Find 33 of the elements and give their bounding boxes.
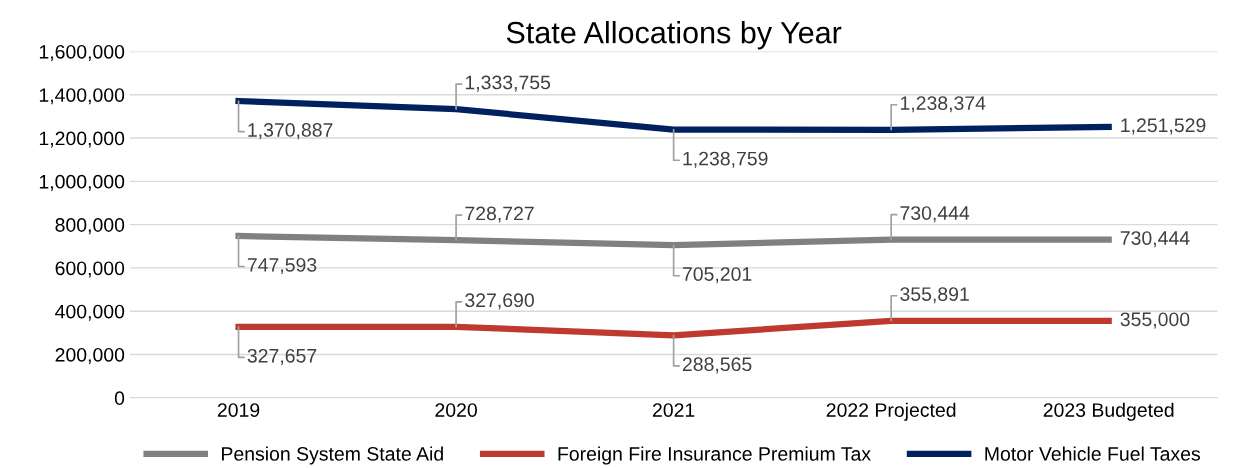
y-tick-label: 0 [114, 391, 125, 406]
data-label: 1,238,374 [900, 96, 986, 113]
x-tick-label: 2021 [652, 403, 695, 417]
data-label: 327,690 [465, 293, 534, 310]
data-label: 730,444 [900, 206, 970, 223]
y-tick-label: 1,200,000 [39, 131, 125, 148]
y-tick-label: 400,000 [55, 304, 125, 321]
x-tick-label: 2023 Budgeted [1043, 402, 1174, 421]
data-label: 1,251,529 [1121, 118, 1206, 135]
y-tick-label: 1,400,000 [39, 88, 125, 105]
x-tick-label: 2022 Projected [826, 402, 956, 421]
data-label: 705,201 [682, 267, 752, 284]
x-tick-label: 2019 [217, 403, 260, 417]
legend-label: Foreign Fire Insurance Premium Tax [558, 446, 871, 465]
legend-label: Motor Vehicle Fuel Taxes [985, 446, 1200, 461]
data-label: 355,000 [1120, 312, 1190, 329]
data-label: 1,370,887 [248, 123, 333, 140]
data-label: 730,444 [1120, 231, 1190, 248]
data-label: 728,727 [465, 206, 534, 223]
data-label: 747,593 [247, 257, 317, 275]
x-tick-label: 2020 [435, 403, 477, 417]
y-tick-label: 800,000 [55, 218, 125, 235]
legend-label: Pension System State Aid [222, 446, 443, 465]
data-label: 355,891 [900, 287, 969, 304]
y-tick-label: 200,000 [55, 347, 125, 365]
y-tick-label: 1,600,000 [39, 44, 125, 62]
y-tick-label: 1,000,000 [39, 174, 125, 191]
data-label: 1,238,759 [683, 151, 768, 168]
data-label: 327,657 [247, 348, 317, 365]
y-tick-label: 600,000 [55, 261, 125, 278]
data-label: 288,565 [682, 357, 752, 374]
chart-title: State Allocations by Year [506, 21, 842, 50]
data-label: 1,333,755 [465, 75, 551, 92]
